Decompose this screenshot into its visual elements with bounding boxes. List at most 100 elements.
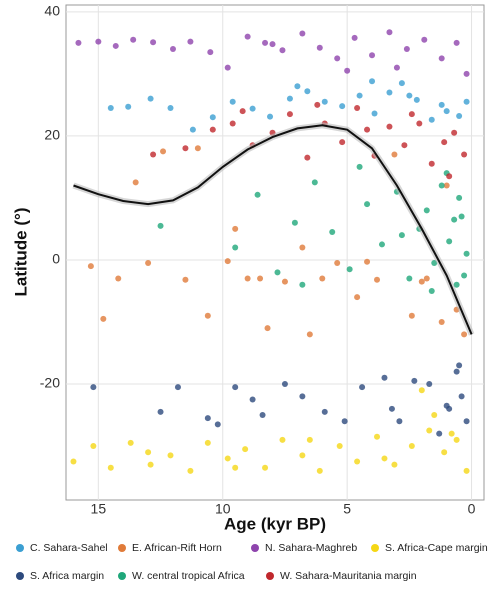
data-point — [458, 393, 465, 400]
data-point — [456, 362, 463, 369]
data-point — [418, 387, 425, 394]
data-point — [209, 114, 216, 121]
data-point — [189, 126, 196, 133]
data-point — [386, 123, 393, 130]
legend-swatch — [266, 572, 274, 580]
data-point — [453, 39, 460, 46]
data-point — [224, 455, 231, 462]
data-point — [232, 244, 239, 251]
data-point — [182, 145, 189, 152]
data-point — [461, 272, 468, 279]
data-point — [187, 38, 194, 45]
data-point — [127, 439, 134, 446]
data-point — [321, 408, 328, 415]
data-point — [160, 148, 167, 155]
data-point — [187, 467, 194, 474]
data-point — [386, 89, 393, 96]
data-point — [299, 281, 306, 288]
data-point — [306, 331, 313, 338]
data-point — [132, 179, 139, 186]
data-point — [299, 452, 306, 459]
data-point — [408, 111, 415, 118]
data-point — [249, 105, 256, 112]
data-point — [386, 29, 393, 36]
data-point — [364, 201, 371, 208]
data-point — [299, 244, 306, 251]
data-point — [354, 104, 361, 111]
data-point — [169, 46, 176, 53]
y-tick-label: -20 — [40, 375, 60, 391]
data-point — [408, 443, 415, 450]
data-point — [381, 455, 388, 462]
legend-swatch — [118, 544, 126, 552]
data-point — [451, 129, 458, 136]
data-point — [242, 446, 249, 453]
data-point — [115, 275, 122, 282]
data-point — [453, 368, 460, 375]
data-point — [229, 98, 236, 105]
data-point — [269, 41, 276, 48]
data-point — [281, 381, 288, 388]
data-point — [157, 408, 164, 415]
data-point — [438, 182, 445, 189]
data-point — [426, 427, 433, 434]
data-point — [262, 39, 269, 46]
y-tick-label: 40 — [44, 3, 60, 19]
data-point — [398, 80, 405, 87]
data-point — [306, 436, 313, 443]
data-point — [336, 443, 343, 450]
data-point — [453, 281, 460, 288]
data-point — [75, 39, 82, 46]
data-point — [446, 173, 453, 180]
data-point — [458, 213, 465, 220]
legend-swatch — [16, 544, 24, 552]
data-point — [431, 412, 438, 419]
data-point — [254, 191, 261, 198]
data-point — [443, 108, 450, 115]
data-point — [107, 464, 114, 471]
data-point — [364, 258, 371, 265]
data-point — [356, 163, 363, 170]
data-point — [341, 418, 348, 425]
data-point — [431, 260, 438, 267]
legend-label: S. Africa margin — [30, 570, 104, 582]
data-point — [391, 151, 398, 158]
data-point — [294, 83, 301, 90]
data-point — [174, 384, 181, 391]
data-point — [393, 64, 400, 71]
x-tick-label: 0 — [468, 501, 476, 517]
data-point — [351, 34, 358, 41]
data-point — [436, 430, 443, 437]
data-point — [90, 384, 97, 391]
data-point — [374, 276, 381, 283]
data-point — [286, 95, 293, 102]
data-point — [339, 139, 346, 146]
data-point — [369, 78, 376, 85]
x-tick-label: 10 — [215, 501, 231, 517]
data-point — [321, 98, 328, 105]
data-point — [438, 55, 445, 62]
data-point — [463, 467, 470, 474]
data-point — [463, 250, 470, 257]
data-point — [463, 70, 470, 77]
data-point — [204, 312, 211, 319]
legend-label: E. African-Rift Horn — [132, 542, 222, 554]
data-point — [214, 421, 221, 428]
data-point — [421, 36, 428, 43]
data-point — [100, 315, 107, 322]
data-point — [401, 142, 408, 149]
data-point — [369, 52, 376, 59]
data-point — [167, 452, 174, 459]
data-point — [259, 412, 266, 419]
data-point — [229, 120, 236, 127]
legend-label: W. Sahara-Mauritania margin — [280, 570, 417, 582]
data-point — [182, 276, 189, 283]
data-point — [125, 103, 132, 110]
y-tick-label: 20 — [44, 127, 60, 143]
data-point — [438, 101, 445, 108]
data-point — [423, 207, 430, 214]
legend-label: W. central tropical Africa — [132, 570, 245, 582]
x-tick-label: 15 — [91, 501, 107, 517]
data-point — [224, 258, 231, 265]
